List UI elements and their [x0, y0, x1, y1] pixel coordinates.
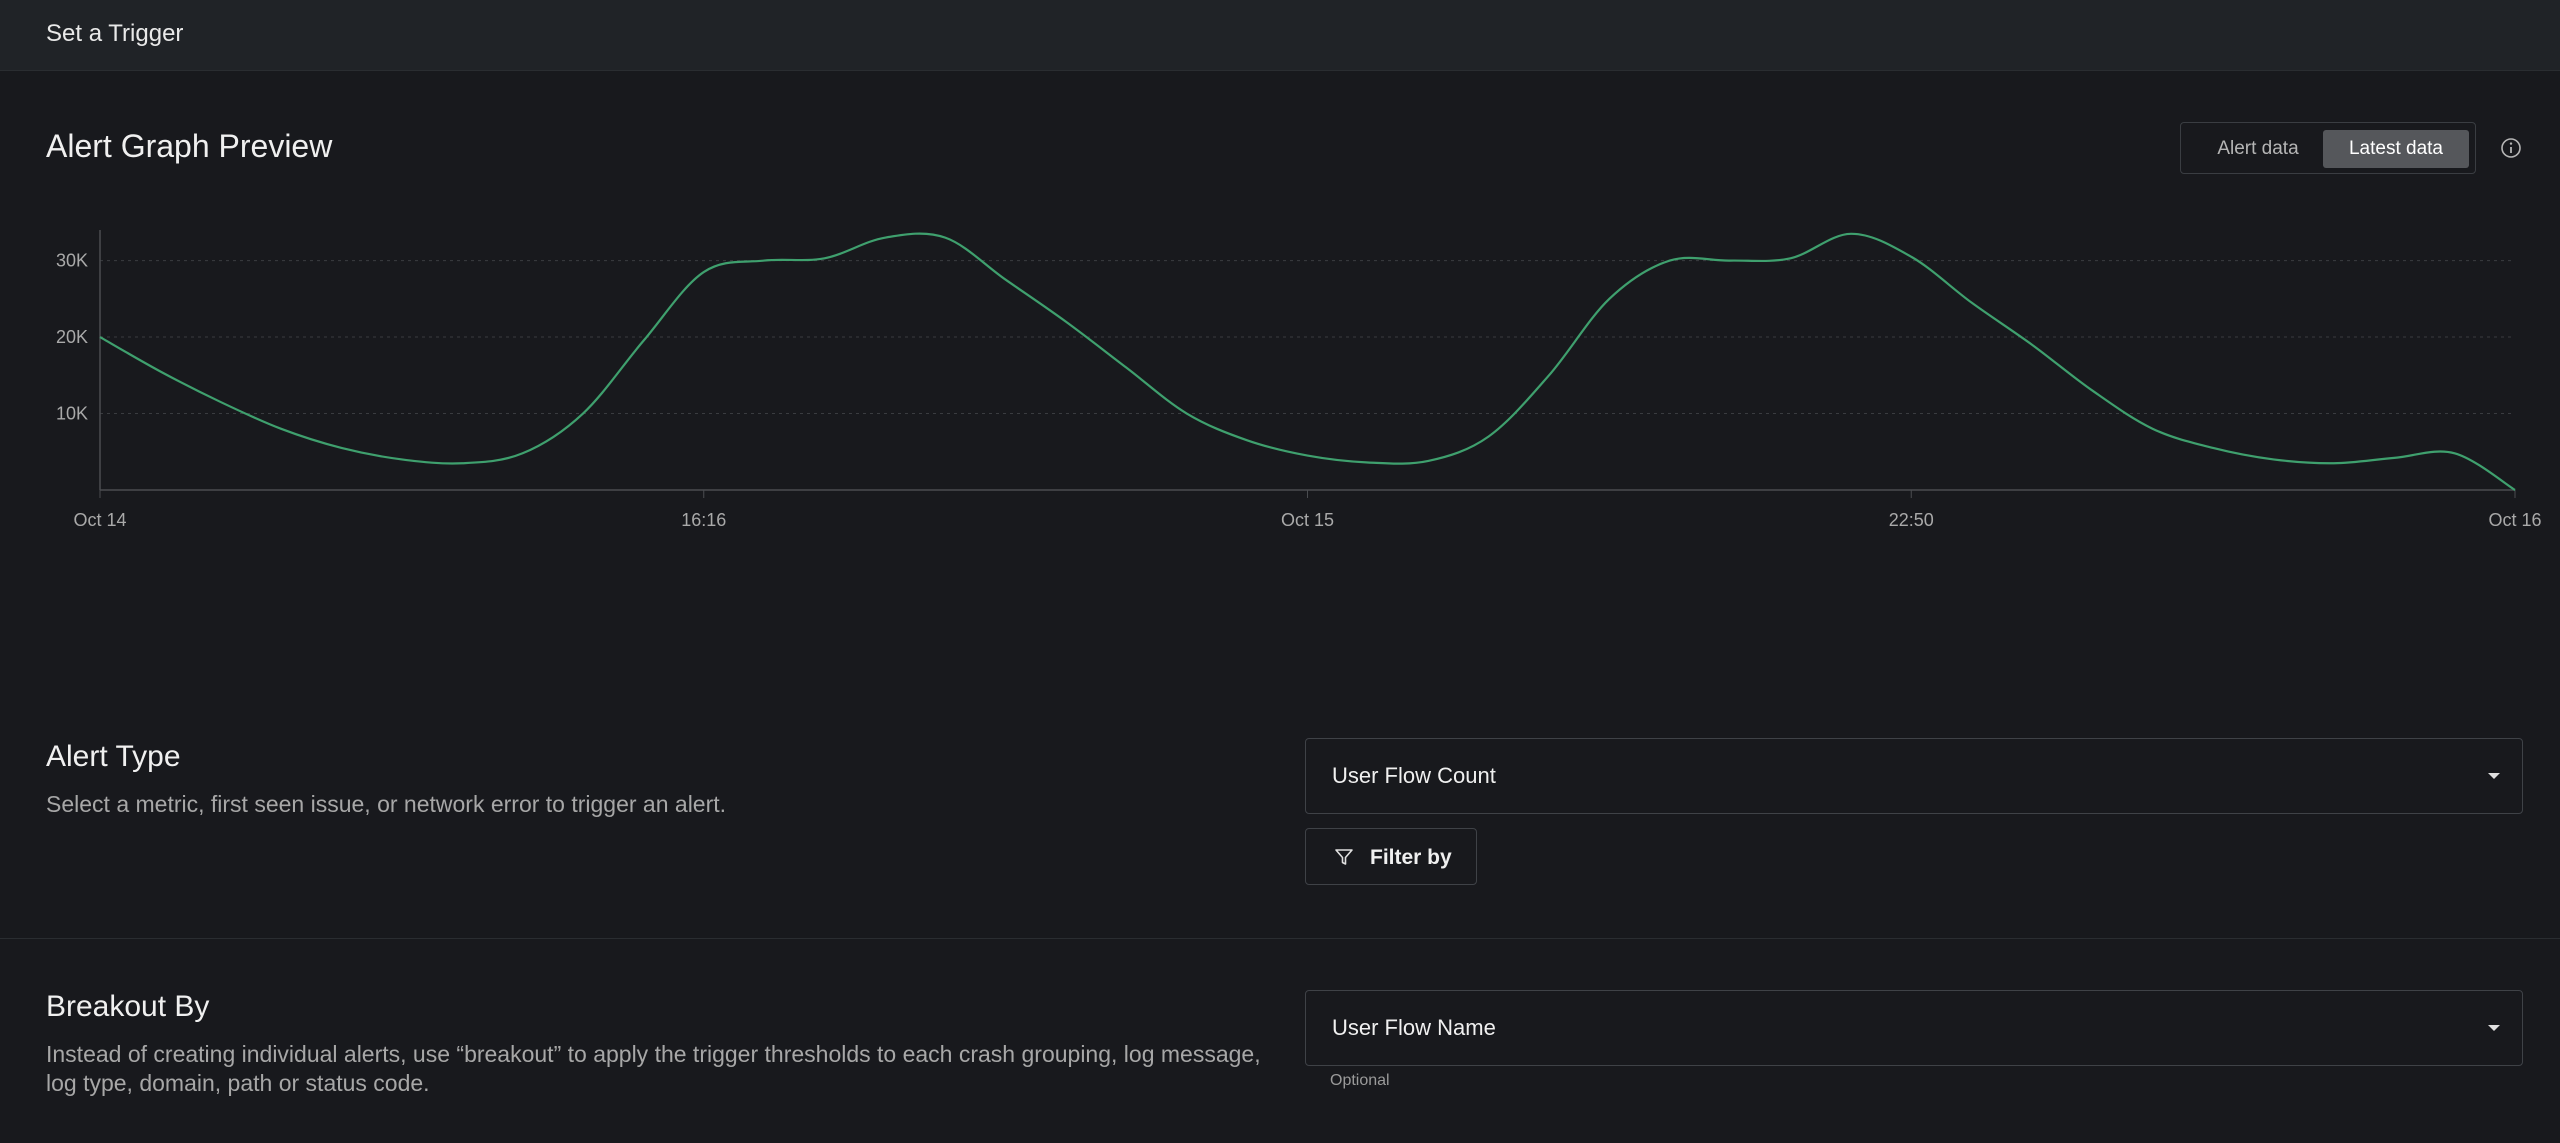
data-point: [1246, 439, 1248, 441]
data-point: [824, 257, 826, 259]
chevron-down-icon: [2488, 1025, 2500, 1031]
data-point: [341, 447, 343, 449]
data-point: [703, 271, 705, 273]
section-divider: [0, 938, 2560, 939]
data-point: [1005, 279, 1007, 281]
data-point: [763, 260, 765, 262]
y-tick-label: 30K: [56, 251, 88, 271]
data-source-toggle: Alert data Latest data: [2180, 122, 2476, 174]
data-point: [944, 237, 946, 239]
data-point: [2333, 462, 2335, 464]
data-point: [1608, 298, 1610, 300]
page-header: Set a Trigger: [0, 0, 2560, 71]
x-tick-label: 22:50: [1889, 510, 1934, 530]
breakout-title: Breakout By: [46, 990, 210, 1023]
data-point: [522, 452, 524, 454]
filter-by-button[interactable]: Filter by: [1305, 828, 1477, 885]
data-point: [1307, 455, 1309, 457]
data-point: [2152, 428, 2154, 430]
data-point: [280, 428, 282, 430]
data-point: [401, 458, 403, 460]
data-point: [1971, 302, 1973, 304]
data-point: [1850, 233, 1852, 235]
x-tick-label: Oct 15: [1281, 510, 1334, 530]
data-point: [1910, 256, 1912, 258]
data-point: [2212, 447, 2214, 449]
page-title: Set a Trigger: [46, 20, 184, 47]
x-tick-label: 16:16: [681, 510, 726, 530]
data-point: [642, 340, 644, 342]
data-point: [1427, 460, 1429, 462]
alert-type-value: User Flow Count: [1332, 763, 1496, 788]
data-point: [2031, 344, 2033, 346]
filter-icon: [1335, 849, 1353, 865]
info-icon[interactable]: [2500, 137, 2522, 159]
series-line: [99, 232, 2516, 491]
data-point: [220, 401, 222, 403]
data-point: [2393, 457, 2395, 459]
data-point: [2273, 458, 2275, 460]
alert-type-title: Alert Type: [46, 740, 181, 773]
data-point: [582, 413, 584, 415]
y-tick-label: 20K: [56, 327, 88, 347]
graph-title: Alert Graph Preview: [46, 128, 333, 164]
data-point: [159, 370, 161, 372]
data-point: [1488, 435, 1490, 437]
data-point: [1790, 257, 1792, 259]
filter-by-label: Filter by: [1370, 846, 1452, 869]
breakout-optional-hint: Optional: [1330, 1072, 1390, 1089]
x-tick-label: Oct 14: [73, 510, 126, 530]
data-point: [1548, 374, 1550, 376]
breakout-dropdown[interactable]: User Flow Name: [1305, 990, 2523, 1066]
data-point: [2514, 489, 2516, 491]
data-point: [1125, 367, 1127, 369]
data-point: [99, 336, 101, 338]
breakout-description: Instead of creating individual alerts, u…: [46, 1041, 1261, 1096]
data-point: [1367, 461, 1369, 463]
alert-type-description: Select a metric, first seen issue, or ne…: [46, 791, 727, 817]
alert-graph-chart: 10K 20K 30K Oct 14 16:16 Oct 15 22:50 Oct 16: [56, 230, 2542, 530]
data-point: [2091, 390, 2093, 392]
alert-data-button[interactable]: Alert data: [2217, 138, 2299, 159]
chevron-down-icon: [2488, 773, 2500, 779]
data-point: [884, 237, 886, 239]
x-tick-label: Oct 16: [2488, 510, 2541, 530]
latest-data-button[interactable]: Latest data: [2323, 130, 2469, 168]
data-point: [2454, 452, 2456, 454]
breakout-value: User Flow Name: [1332, 1015, 1496, 1040]
data-point: [1186, 413, 1188, 415]
data-point: [1669, 260, 1671, 262]
data-point: [1065, 321, 1067, 323]
data-point: [1729, 260, 1731, 262]
alert-type-dropdown[interactable]: User Flow Count: [1305, 738, 2523, 814]
y-tick-label: 10K: [56, 404, 88, 424]
data-point: [461, 462, 463, 464]
